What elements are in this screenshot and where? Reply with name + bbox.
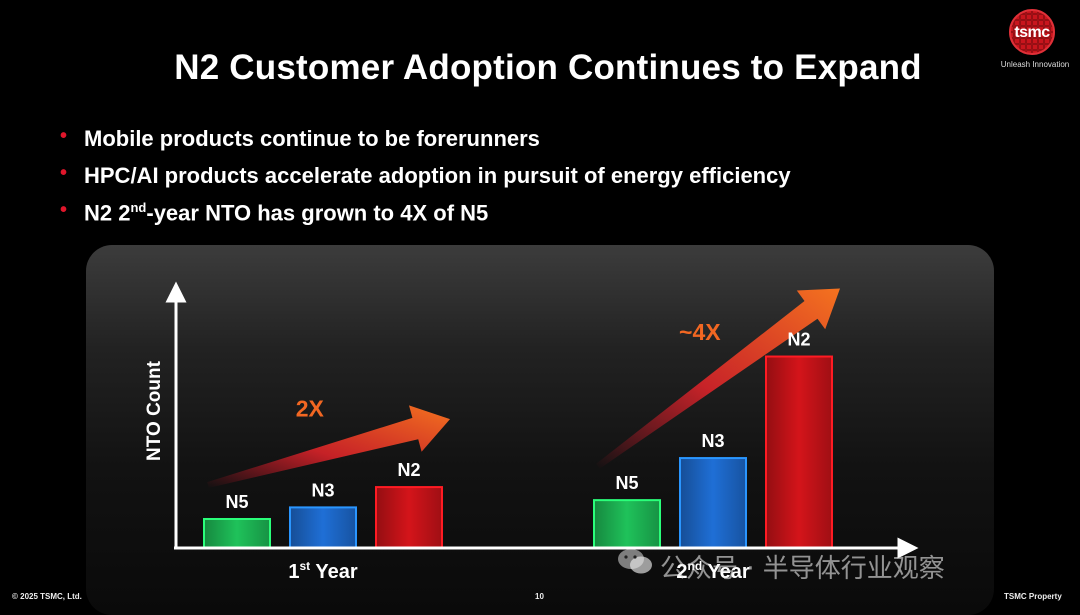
- logo-wordmark: tsmc: [1014, 24, 1050, 41]
- y-axis-label: NTO Count: [144, 360, 165, 461]
- bullet-list: • Mobile products continue to be forerunn…: [60, 125, 791, 237]
- growth-arrow-2: [596, 288, 840, 469]
- bullet-dot: •: [60, 162, 68, 184]
- bullet-item: • N2 2nd-year NTO has grown to 4X of N5: [60, 199, 791, 237]
- logo-tagline: Unleash Innovation: [1000, 60, 1070, 69]
- bullet-text-pre: N2 2: [84, 200, 131, 226]
- bar-n2-2: [765, 355, 833, 549]
- bar-label-n2-1: N2: [397, 460, 420, 480]
- bar-n2-1: [375, 486, 443, 550]
- x-tick-label-1: 1st Year: [288, 559, 357, 583]
- bar-n3-2: [679, 457, 747, 550]
- footer-property: TSMC Property: [1004, 592, 1062, 601]
- bullet-text: HPC/AI products accelerate adoption in p…: [84, 163, 791, 188]
- bar-label-n2-2: N2: [787, 330, 810, 350]
- bar-n5-1: [203, 517, 271, 550]
- growth-arrow-1: [207, 405, 450, 488]
- x-tick-label-sup: st: [299, 559, 310, 573]
- chart-panel: [86, 245, 994, 615]
- bullet-text: Mobile products continue to be forerunne…: [84, 126, 540, 151]
- bullet-dot: •: [60, 125, 68, 147]
- footer-copyright: © 2025 TSMC, Ltd.: [12, 592, 82, 601]
- tsmc-logo: tsmc Unleash Innovation: [996, 8, 1074, 72]
- bar-n3-1: [289, 506, 357, 549]
- watermark-text: 公众号 · 半导体行业观察: [660, 554, 945, 584]
- bar-label-n3-2: N3: [701, 431, 724, 451]
- bullet-item: • HPC/AI products accelerate adoption in …: [60, 162, 791, 200]
- bar-label-n3-1: N3: [311, 480, 334, 500]
- x-tick-label-part: Year: [310, 561, 358, 583]
- growth-label-2: ~4X: [679, 319, 721, 345]
- x-tick-label-part: Year: [702, 561, 750, 583]
- bullet-dot: •: [60, 199, 68, 221]
- bar-label-n5-1: N5: [225, 492, 248, 512]
- tsmc-logo-mark-icon: [1009, 9, 1055, 55]
- growth-label-1: 2X: [296, 396, 325, 422]
- bullet-text-post: -year NTO has grown to 4X of N5: [146, 200, 489, 226]
- slide-title: N2 Customer Adoption Continues to Expand: [174, 48, 922, 87]
- bullet-item: • Mobile products continue to be forerunn…: [60, 125, 791, 163]
- x-tick-label-part: 2: [676, 561, 687, 583]
- x-tick-label-sup: nd: [687, 559, 702, 573]
- x-tick-label-2: 2nd Year: [676, 559, 749, 583]
- x-tick-label-part: 1: [288, 561, 299, 583]
- bar-n5-2: [593, 499, 661, 549]
- bullet-text-sup: nd: [130, 200, 147, 215]
- footer-page-number: 10: [535, 592, 544, 601]
- wechat-icon: [618, 549, 652, 574]
- bar-label-n5-2: N5: [615, 473, 638, 493]
